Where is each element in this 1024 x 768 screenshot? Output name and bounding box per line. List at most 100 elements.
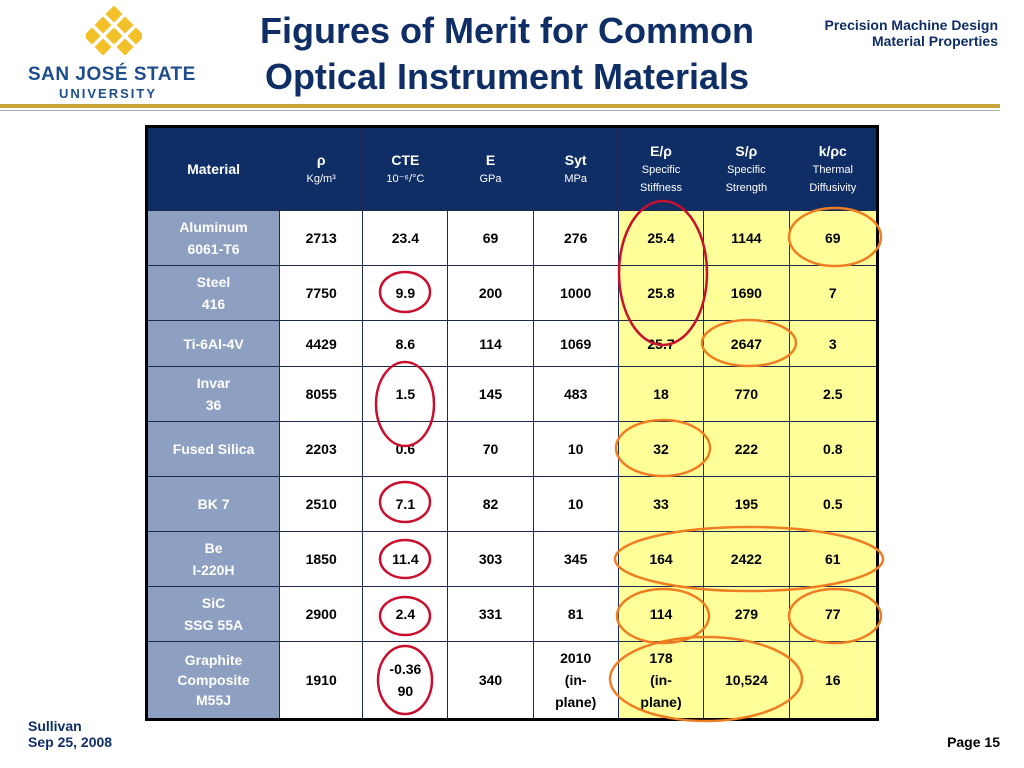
modulus-cell: 70	[447, 421, 534, 477]
modulus-cell: 82	[447, 476, 534, 532]
footer-author: Sullivan	[28, 718, 82, 734]
slide-title: Figures of Merit for Common Optical Inst…	[212, 8, 802, 100]
cte-cell: 7.1	[362, 476, 449, 532]
table-row: SiC SSG 55A 2900 2.4 331 81 114 279 77	[145, 586, 879, 642]
specific-stiffness-cell: 164	[617, 531, 705, 587]
modulus-cell: 69	[447, 210, 534, 266]
modulus-cell: 114	[447, 320, 534, 367]
header-thermal-diffusivity: k/ρc Thermal Diffusivity	[788, 126, 879, 211]
modulus-cell: 145	[447, 366, 534, 422]
table-row: Graphite Composite M55J 1910 -0.36 90 340 2…	[145, 641, 879, 720]
table-row: Steel 416 7750 9.9 200 1000 25.8 1690 7	[145, 265, 879, 321]
specific-strength-cell: 2647	[703, 320, 790, 367]
specific-strength-cell: 222	[703, 421, 790, 477]
header-material: Material	[145, 126, 281, 211]
material-cell: Be I-220H	[145, 531, 281, 587]
table-row: Ti-6Al-4V 4429 8.6 114 1069 25.7 2647 3	[145, 320, 879, 367]
subtitle-course: Precision Machine Design	[824, 17, 999, 33]
cte-cell: 1.5	[362, 366, 449, 422]
table-row: Be I-220H 1850 11.4 303 345 164 2422 61	[145, 531, 879, 587]
table-row: Aluminum 6061-T6 2713 23.4 69 276 25.4 11…	[145, 210, 879, 266]
header-yield-strength: Syt MPa	[532, 126, 619, 211]
table-header-row: Material ρ Kg/m³ CTE 10⁻⁶/°C E GPa Syt MPa E…	[145, 126, 879, 211]
material-cell: Aluminum 6061-T6	[145, 210, 281, 266]
figures-of-merit-table: Material ρ Kg/m³ CTE 10⁻⁶/°C E GPa Syt MPa E…	[145, 125, 879, 721]
header-density: ρ Kg/m³	[279, 126, 364, 211]
specific-stiffness-cell: 18	[617, 366, 705, 422]
material-cell: Steel 416	[145, 265, 281, 321]
page-number: Page 15	[947, 734, 1000, 750]
table-row: Invar 36 8055 1.5 145 483 18 770 2.5	[145, 366, 879, 422]
yield-cell: 483	[532, 366, 619, 422]
density-cell: 2900	[279, 586, 364, 642]
cte-cell: 23.4	[362, 210, 449, 266]
specific-stiffness-cell: 25.7	[617, 320, 705, 367]
specific-stiffness-cell: 32	[617, 421, 705, 477]
header-modulus: E GPa	[447, 126, 534, 211]
yield-cell: 276	[532, 210, 619, 266]
material-cell: Ti-6Al-4V	[145, 320, 281, 367]
density-cell: 2713	[279, 210, 364, 266]
thermal-diffusivity-cell: 0.8	[788, 421, 879, 477]
specific-stiffness-cell: 25.8	[617, 265, 705, 321]
modulus-cell: 303	[447, 531, 534, 587]
cte-cell: 11.4	[362, 531, 449, 587]
yield-cell: 345	[532, 531, 619, 587]
yield-cell: 10	[532, 421, 619, 477]
material-cell: Invar 36	[145, 366, 281, 422]
sjsu-logo: SAN JOSÉ STATE UNIVERSITY	[28, 6, 196, 101]
slide-title-line1: Figures of Merit for Common	[260, 10, 754, 51]
header-specific-stiffness: E/ρ Specific Stiffness	[617, 126, 705, 211]
yield-cell: 81	[532, 586, 619, 642]
title-rule	[0, 104, 1000, 108]
density-cell: 7750	[279, 265, 364, 321]
thermal-diffusivity-cell: 61	[788, 531, 879, 587]
density-cell: 2203	[279, 421, 364, 477]
sjsu-emblem-icon	[86, 6, 142, 56]
material-cell: Fused Silica	[145, 421, 281, 477]
density-cell: 4429	[279, 320, 364, 367]
specific-stiffness-cell: 25.4	[617, 210, 705, 266]
modulus-cell: 340	[447, 641, 534, 720]
footer-author-date: Sullivan Sep 25, 2008	[28, 718, 112, 750]
thermal-diffusivity-cell: 16	[788, 641, 879, 720]
logo-text-primary: SAN JOSÉ STATE	[28, 64, 196, 85]
cte-cell: 9.9	[362, 265, 449, 321]
thermal-diffusivity-cell: 69	[788, 210, 879, 266]
specific-strength-cell: 770	[703, 366, 790, 422]
specific-stiffness-cell: 114	[617, 586, 705, 642]
specific-strength-cell: 2422	[703, 531, 790, 587]
specific-strength-cell: 10,524	[703, 641, 790, 720]
yield-cell: 1000	[532, 265, 619, 321]
specific-stiffness-cell: 178 (in-plane)	[617, 641, 705, 720]
cte-cell: 8.6	[362, 320, 449, 367]
material-cell: Graphite Composite M55J	[145, 641, 281, 720]
title-rule-thin	[0, 110, 1000, 111]
cte-cell: -0.36 90	[362, 641, 449, 720]
thermal-diffusivity-cell: 2.5	[788, 366, 879, 422]
yield-cell: 1069	[532, 320, 619, 367]
thermal-diffusivity-cell: 7	[788, 265, 879, 321]
specific-strength-cell: 279	[703, 586, 790, 642]
yield-cell: 10	[532, 476, 619, 532]
slide-title-line2: Optical Instrument Materials	[264, 56, 750, 97]
density-cell: 2510	[279, 476, 364, 532]
density-cell: 1850	[279, 531, 364, 587]
specific-stiffness-cell: 33	[617, 476, 705, 532]
yield-cell: 2010 (in-plane)	[532, 641, 619, 720]
material-cell: SiC SSG 55A	[145, 586, 281, 642]
slide-subtitle: Precision Machine Design Material Proper…	[825, 17, 999, 49]
cte-cell: 2.4	[362, 586, 449, 642]
density-cell: 1910	[279, 641, 364, 720]
thermal-diffusivity-cell: 3	[788, 320, 879, 367]
subtitle-topic: Material Properties	[871, 33, 998, 49]
modulus-cell: 331	[447, 586, 534, 642]
logo-text-secondary: UNIVERSITY	[58, 86, 157, 101]
material-cell: BK 7	[145, 476, 281, 532]
modulus-cell: 200	[447, 265, 534, 321]
cte-cell: 0.6	[362, 421, 449, 477]
footer-date: Sep 25, 2008	[28, 734, 113, 750]
header-cte: CTE 10⁻⁶/°C	[362, 126, 449, 211]
thermal-diffusivity-cell: 0.5	[788, 476, 879, 532]
specific-strength-cell: 1144	[703, 210, 790, 266]
